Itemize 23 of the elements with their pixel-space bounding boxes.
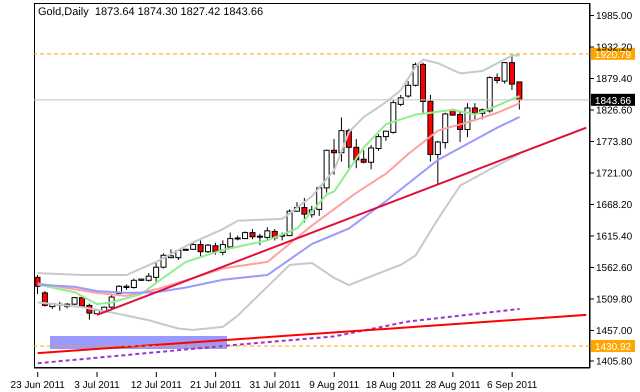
y-tick-label: 1879.40: [596, 74, 633, 86]
y-tick-label: 1509.80: [596, 294, 633, 306]
x-tick-label: 3 Jul 2011: [74, 380, 120, 391]
chart-title: Gold,Daily 1873.64 1874.30 1827.42 1843.66: [38, 6, 264, 18]
x-tick-label: 31 Jul 2011: [249, 380, 301, 391]
y-tick-label: 1457.00: [596, 326, 633, 337]
x-tick-label: 12 Jul 2011: [130, 380, 182, 391]
x-tick-label: 21 Jul 2011: [190, 380, 242, 391]
x-tick-label: 23 Jun 2011: [10, 380, 66, 391]
ref-line-label: 1843.66: [594, 96, 632, 107]
x-tick-label: 6 Sep 2011: [486, 380, 538, 391]
x-tick-label: 28 Aug 2011: [425, 380, 481, 391]
x-tick-label: 9 Aug 2011: [309, 380, 360, 391]
x-tick-label: 18 Aug 2011: [366, 380, 422, 391]
y-tick-label: 1985.00: [596, 11, 633, 22]
y-tick-label: 1826.60: [596, 106, 633, 117]
y-tick-label: 1721.00: [596, 168, 633, 180]
y-tick-label: 1668.20: [596, 200, 633, 212]
y-tick-label: 1773.80: [596, 137, 633, 148]
y-tick-label: 1405.80: [596, 356, 633, 368]
ref-line-label: 1430.92: [594, 342, 632, 353]
y-tick-label: 1615.40: [596, 232, 633, 243]
y-tick-label: 1562.60: [596, 262, 633, 274]
